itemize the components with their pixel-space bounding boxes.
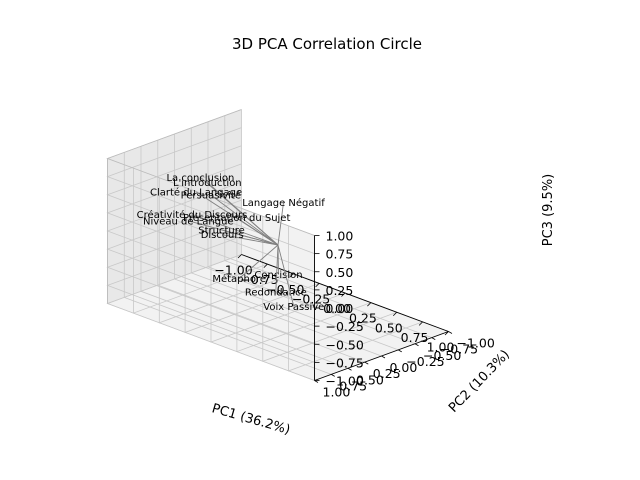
- z-tick-label: 0.75: [326, 247, 354, 262]
- y-grid-line: [123, 152, 332, 375]
- x-tick-mark: [418, 321, 423, 326]
- z-tick-label: 1.00: [326, 229, 354, 244]
- vector-label: Redondance: [245, 288, 307, 299]
- vector-label: Créativité du Discours: [137, 209, 248, 221]
- vector-label: L'introduction: [173, 178, 242, 189]
- y-tick-label: −0.75: [440, 342, 478, 357]
- x-tick-label: 0.50: [375, 320, 403, 335]
- z-tick-label: −0.75: [326, 355, 364, 370]
- x-axis-label: PC1 (36.2%): [210, 401, 292, 438]
- y-tick-mark: [331, 374, 335, 377]
- y-tick-label: 0.75: [339, 378, 367, 393]
- y-grid-line: [174, 134, 382, 357]
- axis-ticks: −1.00−1.00−1.00−0.75−0.75−0.75−0.50−0.50…: [214, 229, 495, 400]
- z-axis-label: PC3 (9.5%): [541, 174, 556, 247]
- x-tick-mark: [367, 302, 372, 307]
- x-tick-mark: [341, 292, 346, 297]
- y-tick-label: 0.50: [356, 372, 384, 387]
- y-tick-label: −1.00: [457, 336, 495, 351]
- x-tick-label: 0.75: [401, 330, 429, 345]
- y-tick-mark: [381, 355, 386, 359]
- z-tick-label: −0.25: [326, 319, 364, 334]
- x-tick-mark: [263, 263, 268, 268]
- vector-label: Métaphore: [212, 273, 266, 285]
- vector-line: [277, 202, 284, 246]
- x-tick-mark: [444, 331, 449, 336]
- vector-line: [238, 244, 279, 279]
- vector-label: La conclusion: [166, 173, 234, 184]
- z-tick-label: −1.00: [326, 374, 364, 389]
- loading-vectors: Langage Négatif La conclusionL'introducti…: [137, 173, 326, 313]
- vector-label: Persuasivité: [181, 190, 241, 202]
- vector-label: Langage Négatif: [242, 197, 325, 209]
- vector-line: [222, 234, 279, 246]
- x-tick-label: −0.25: [292, 291, 330, 306]
- vector-line: [277, 244, 295, 307]
- x-tick-label: 0.25: [349, 311, 377, 326]
- y-tick-mark: [448, 331, 453, 334]
- vector-label: Structure: [198, 225, 245, 236]
- vector-label: Concision: [254, 270, 302, 281]
- vector-label: Clarté du Langage: [150, 186, 242, 198]
- z-tick-label: −0.50: [326, 337, 364, 352]
- y-tick-label: −0.25: [406, 354, 444, 369]
- y-grid-line: [190, 127, 399, 351]
- x-tick-mark: [392, 311, 398, 317]
- y-tick-mark: [364, 361, 369, 365]
- vector-label: Voix Passive: [263, 302, 324, 313]
- y-grid-line: [224, 115, 432, 338]
- x-tick-label: 0.00: [323, 301, 351, 316]
- vector-line: [236, 217, 279, 246]
- y-tick-mark: [398, 349, 402, 353]
- y-tick-mark: [414, 343, 419, 347]
- x-tick-mark: [237, 254, 242, 259]
- vector-line: [210, 194, 279, 246]
- y-tick-label: 1.00: [323, 385, 351, 400]
- x-tick-label: −0.75: [240, 272, 278, 287]
- z-tick-label: 0.25: [326, 283, 354, 298]
- y-grid-line: [157, 140, 365, 363]
- y-tick-label: 0.00: [390, 360, 418, 375]
- y-grid-line: [207, 121, 416, 345]
- y-tick-label: −0.50: [423, 348, 461, 363]
- vector-label: Discours: [201, 230, 244, 241]
- vector-line: [221, 229, 279, 246]
- vector-label: Niveau de Langue: [143, 216, 234, 227]
- chart-title: 3D PCA Correlation Circle: [232, 35, 422, 53]
- y-tick-mark: [431, 337, 436, 340]
- x-tick-label: 1.00: [427, 340, 455, 355]
- y-tick-mark: [314, 380, 319, 383]
- y-tick-label: 0.25: [373, 366, 401, 381]
- y-tick-mark: [347, 367, 352, 371]
- y-grid-line: [140, 146, 349, 369]
- vector-line: [275, 244, 279, 293]
- x-tick-mark: [315, 283, 320, 288]
- z-tick-label: 0.50: [326, 265, 354, 280]
- vector-line: [191, 213, 279, 246]
- z-tick-label: 0.00: [326, 301, 354, 316]
- x-tick-mark: [289, 273, 294, 278]
- x-tick-label: −1.00: [214, 263, 252, 278]
- vector-line: [207, 181, 279, 246]
